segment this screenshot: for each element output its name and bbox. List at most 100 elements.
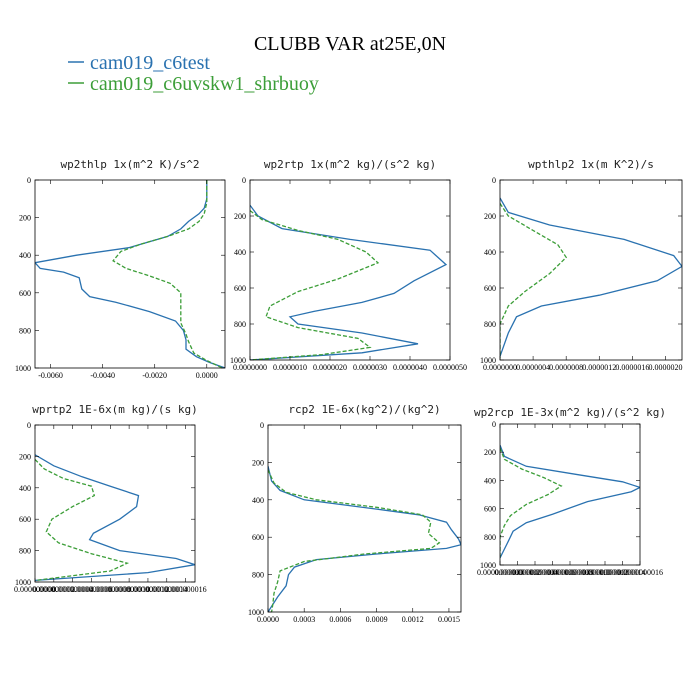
series-line-2 xyxy=(35,459,130,582)
y-tick-label: 0 xyxy=(492,420,496,429)
x-tick-label: 0.0000012 xyxy=(582,363,616,372)
series-line-1 xyxy=(35,454,195,582)
axis-frame xyxy=(249,179,451,361)
x-tick-label: 0.000000010 xyxy=(108,585,150,594)
y-tick-label: 600 xyxy=(484,284,496,293)
panel-6: wp2rcp 1E-3x(m^2 kg)/(s^2 kg)0 200 400 600 8… xyxy=(474,406,666,577)
y-tick-label: 0 xyxy=(242,176,246,185)
x-tick-label: 0.0000008 xyxy=(549,363,583,372)
x-tick-label: 0.0000 xyxy=(196,371,218,380)
x-tick-label: 0.000000008 xyxy=(89,585,131,594)
y-tick-label: 1000 xyxy=(230,356,246,365)
figure-title: CLUBB VAR at25E,0N xyxy=(254,33,446,55)
y-tick-label: 800 xyxy=(252,571,264,580)
y-tick-label: 200 xyxy=(252,458,264,467)
y-tick-label: 800 xyxy=(234,320,246,329)
panel-title: rcp2 1E-6x(kg^2)/(kg^2) xyxy=(288,403,440,416)
x-tick-label: 0.0012 xyxy=(402,615,424,624)
series-line-2 xyxy=(112,180,223,368)
x-tick-label: 0.000000012 xyxy=(127,585,169,594)
y-tick-label: 1000 xyxy=(248,608,264,617)
series-line-1 xyxy=(500,444,640,559)
axis-frame xyxy=(267,424,462,613)
series-line-1 xyxy=(250,204,448,360)
x-tick-label: 0.0000000016 xyxy=(617,568,663,577)
y-tick-label: 800 xyxy=(484,320,496,329)
x-tick-label: 0.000000000 xyxy=(14,585,56,594)
x-tick-label: 0.0000 xyxy=(257,615,279,624)
x-tick-label: 0.0000000006 xyxy=(530,568,576,577)
x-tick-label: 0.0000010 xyxy=(273,363,307,372)
y-tick-label: 1000 xyxy=(15,578,31,587)
y-tick-label: 400 xyxy=(484,476,496,485)
axis-frame xyxy=(499,179,683,361)
x-tick-label: 0.0000030 xyxy=(353,363,387,372)
y-tick-label: 200 xyxy=(19,214,31,223)
y-tick-label: 200 xyxy=(484,212,496,221)
x-tick-label: 0.0000050 xyxy=(433,363,467,372)
x-tick-label: -0.0060 xyxy=(38,371,63,380)
axis-frame xyxy=(34,179,226,369)
x-tick-label: 0.0000000 xyxy=(483,363,517,372)
y-tick-label: 600 xyxy=(19,515,31,524)
x-tick-label: 0.000000014 xyxy=(146,585,188,594)
y-tick-label: 200 xyxy=(19,452,31,461)
panel-title: wprtp2 1E-6x(m kg)/(s kg) xyxy=(32,403,198,416)
x-tick-label: 0.0000016 xyxy=(615,363,649,372)
x-tick-label: 0.000000004 xyxy=(52,585,94,594)
legend: cam019_c6test cam019_c6uvskw1_shrbuoy xyxy=(68,52,319,95)
y-tick-label: 400 xyxy=(484,248,496,257)
x-tick-label: 0.0000000012 xyxy=(582,568,628,577)
panels: wp2thlp 1x(m^2 K)/s^2 0 200 400 600 800 1000 -0… xyxy=(14,158,682,624)
y-tick-label: 600 xyxy=(252,533,264,542)
x-tick-label: 0.0000020 xyxy=(648,363,682,372)
y-tick-label: 400 xyxy=(252,496,264,505)
x-tick-label: 0.0000004 xyxy=(516,363,550,372)
y-tick-label: 1000 xyxy=(480,561,496,570)
series-line-1 xyxy=(500,197,682,357)
series-line-1 xyxy=(268,465,461,612)
x-tick-label: 0.0000000004 xyxy=(512,568,558,577)
axis-frame xyxy=(34,424,196,583)
panel-1: wp2thlp 1x(m^2 K)/s^2 0 200 400 600 800 1000 -0… xyxy=(15,158,226,380)
y-tick-label: 600 xyxy=(234,284,246,293)
y-tick-label: 0 xyxy=(27,421,31,430)
y-tick-label: 400 xyxy=(19,484,31,493)
x-tick-label: 0.0000040 xyxy=(393,363,427,372)
x-tick-label: 0.0000000 xyxy=(233,363,267,372)
y-tick-label: 800 xyxy=(484,533,496,542)
x-tick-label: -0.0040 xyxy=(90,371,115,380)
x-tick-label: 0.0015 xyxy=(438,615,460,624)
x-tick-label: 0.000000002 xyxy=(33,585,75,594)
y-tick-label: 200 xyxy=(234,212,246,221)
y-tick-label: 400 xyxy=(234,248,246,257)
y-tick-label: 1000 xyxy=(480,356,496,365)
x-tick-label: 0.0000000002 xyxy=(495,568,541,577)
panel-2: wp2rtp 1x(m^2 kg)/(s^2 kg) 0 200 400 600 800 1… xyxy=(230,158,467,372)
legend-label-2: cam019_c6uvskw1_shrbuoy xyxy=(90,73,319,95)
y-tick-label: 600 xyxy=(19,289,31,298)
panel-title: wp2thlp 1x(m^2 K)/s^2 xyxy=(60,158,199,171)
series-line-2 xyxy=(268,469,441,612)
panel-3: wpthlp2 1x(m K^2)/s020040060080010000.00… xyxy=(480,158,682,372)
panel-title: wp2rtp 1x(m^2 kg)/(s^2 kg) xyxy=(264,158,436,171)
x-tick-label: -0.0020 xyxy=(142,371,167,380)
series-line-1 xyxy=(35,180,225,368)
y-tick-label: 1000 xyxy=(15,364,31,373)
panel-title: wpthlp2 1x(m K^2)/s xyxy=(528,158,654,171)
y-tick-label: 200 xyxy=(484,448,496,457)
y-tick-label: 0 xyxy=(27,176,31,185)
x-tick-label: 0.0000020 xyxy=(313,363,347,372)
series-line-2 xyxy=(250,210,380,360)
y-tick-label: 400 xyxy=(19,251,31,260)
x-tick-label: 0.0000000008 xyxy=(547,568,593,577)
panel-4: wprtp2 1E-6x(m kg)/(s kg)0 200 400 600 800 10… xyxy=(14,403,207,594)
y-tick-label: 600 xyxy=(484,505,496,514)
x-tick-label: 0.0000000010 xyxy=(565,568,611,577)
series-line-2 xyxy=(500,203,568,359)
legend-label-1: cam019_c6test xyxy=(90,52,210,74)
x-tick-label: 0.000000016 xyxy=(165,585,207,594)
series-line-2 xyxy=(500,447,563,558)
x-tick-label: 0.0006 xyxy=(329,615,351,624)
